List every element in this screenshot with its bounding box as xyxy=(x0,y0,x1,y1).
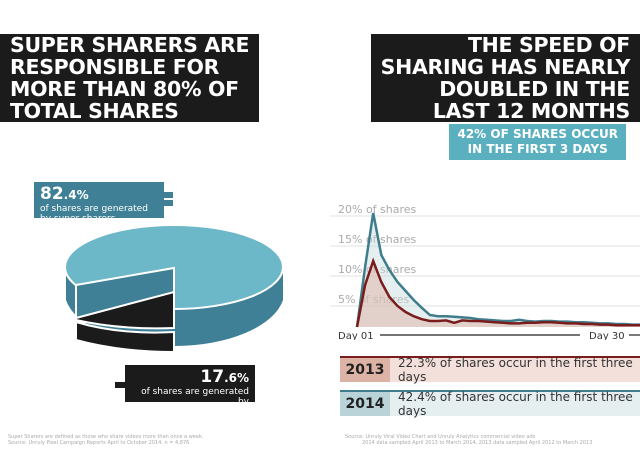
left-headline: SUPER SHARERS ARE RESPONSIBLE FOR MORE T… xyxy=(0,34,260,122)
left-footnote: Super Sharers are defined as those who s… xyxy=(8,434,203,446)
year-text: 42.4% of shares occur in the first three… xyxy=(390,390,640,418)
right-footnote: Source: Unruly Viral Video Chart and Unr… xyxy=(345,434,592,446)
footnote-line: Source: Unruly Pixel Campaign Reports Ap… xyxy=(8,440,190,446)
percent-big: 82 xyxy=(40,184,64,204)
footnote-line: 2014 data sampled April 2013 to March 20… xyxy=(362,440,593,446)
desc-line: less regular sharers xyxy=(160,407,249,417)
x-label-end: Day 30 xyxy=(589,331,625,340)
percent-small: .4% xyxy=(63,188,89,202)
percent-big: 17 xyxy=(200,367,225,387)
x-label-start: Day 01 xyxy=(338,331,374,340)
desc-line: by super sharers xyxy=(40,214,116,224)
footnote-line: Super Sharers are defined as those who s… xyxy=(8,434,204,440)
super-sharers-label: 82.4% of shares are generated by super s… xyxy=(34,182,164,224)
subhead-line: 42% OF SHARES OCCUR xyxy=(457,127,618,141)
headline-line: RESPONSIBLE FOR xyxy=(6,56,254,78)
year-label: 2014 xyxy=(340,391,390,416)
row-2014: 2014 42.4% of shares occur in the first … xyxy=(340,390,640,418)
right-headline: THE SPEED OF SHARING HAS NEARLY DOUBLED … xyxy=(370,34,640,122)
headline-line: SUPER SHARERS ARE xyxy=(6,34,254,56)
year-text: 22.3% of shares occur in the first three… xyxy=(390,356,640,384)
headline-line: THE SPEED OF xyxy=(376,34,634,56)
headline-line: TOTAL SHARES xyxy=(6,100,254,122)
tag-connector xyxy=(115,382,127,388)
headline-line: DOUBLED IN THE xyxy=(376,78,634,100)
pie-slice-regular xyxy=(75,290,175,330)
percent-small: .6% xyxy=(224,371,249,385)
y-tick-label: 20% of shares xyxy=(338,203,417,216)
year-label: 2013 xyxy=(340,357,390,382)
area-2013 xyxy=(357,261,640,327)
subheadline: 42% OF SHARES OCCUR IN THE FIRST 3 DAYS xyxy=(449,124,626,160)
footnote-line: Source: Unruly Viral Video Chart and Unr… xyxy=(345,434,536,440)
desc-line: of shares are generated by xyxy=(141,387,249,407)
headline-line: SHARING HAS NEARLY xyxy=(376,56,634,78)
line-2013 xyxy=(355,257,640,328)
pie-slice-regular-side xyxy=(75,320,175,354)
desc-line: of shares are generated xyxy=(40,204,148,214)
headline-line: MORE THAN 80% OF xyxy=(6,78,254,100)
regular-sharers-label: 17.6% of shares are generated by less re… xyxy=(125,365,255,417)
headline-line: LAST 12 MONTHS xyxy=(376,100,634,122)
row-2013: 2013 22.3% of shares occur in the first … xyxy=(340,356,640,384)
pie-3d xyxy=(64,192,284,388)
subhead-line: IN THE FIRST 3 DAYS xyxy=(467,142,608,156)
